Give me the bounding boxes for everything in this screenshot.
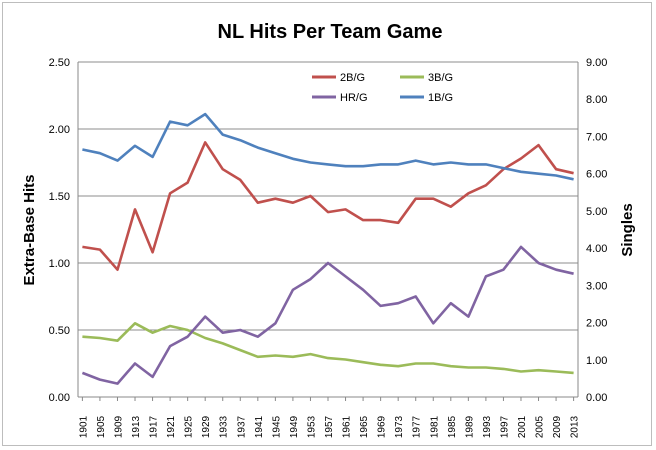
- x-tick-label: 1909: [113, 415, 124, 438]
- y2-axis-title: Singles: [619, 203, 636, 256]
- x-tick-label: 1913: [131, 415, 142, 438]
- x-tick-label: 1957: [324, 415, 335, 438]
- x-tick-label: 2005: [535, 415, 546, 438]
- y2-tick-label: 4.00: [586, 243, 607, 255]
- x-tick-label: 1977: [412, 415, 423, 438]
- x-tick-label: 2009: [552, 415, 563, 438]
- y2-tick-label: 0.00: [586, 392, 607, 404]
- x-tick-label: 1989: [464, 415, 475, 438]
- x-tick-label: 1969: [377, 415, 388, 438]
- y2-tick-label: 3.00: [586, 280, 607, 292]
- y2-tick-label: 5.00: [586, 206, 607, 218]
- x-tick-label: 1993: [482, 415, 493, 438]
- chart-title: NL Hits Per Team Game: [218, 21, 443, 43]
- x-tick-label: 1933: [219, 415, 230, 438]
- x-tick-label: 1945: [271, 415, 282, 438]
- y2-axis-ticks: 0.00 1.00 2.00 3.00 4.00 5.00 6.00 7.00 8.00 9.00: [586, 57, 607, 404]
- series-line-1bg: [82, 112, 574, 181]
- series-lines: [81, 112, 574, 385]
- y-tick-label: 0.50: [49, 325, 70, 337]
- y-tick-label: 0.00: [49, 392, 70, 404]
- series-line-2bg: [82, 141, 574, 272]
- legend-label: 2B/G: [340, 72, 365, 84]
- y-axis-ticks: 0.00 0.50 1.00 1.50 2.00 2.50: [49, 57, 70, 404]
- x-tick-label: 1965: [359, 415, 370, 438]
- legend-label: 1B/G: [428, 92, 453, 104]
- x-tick-label: 1997: [499, 415, 510, 438]
- x-tick-label: 1905: [96, 415, 107, 438]
- y2-tick-label: 6.00: [586, 169, 607, 181]
- x-axis-ticks: 1901 1905 1909 1913 1917 1921 1925 1929 1933 1937…: [78, 397, 581, 438]
- y2-tick-label: 2.00: [586, 318, 607, 330]
- y-tick-label: 1.00: [49, 258, 70, 270]
- x-tick-label: 1925: [184, 415, 195, 438]
- x-tick-label: 1937: [236, 415, 247, 438]
- x-tick-label: 1949: [289, 415, 300, 438]
- x-tick-label: 1921: [166, 415, 177, 438]
- legend-label: HR/G: [340, 92, 368, 104]
- x-tick-label: 1941: [254, 415, 265, 438]
- y-axis-title: Extra-Base Hits: [21, 175, 38, 286]
- x-tick-label: 1985: [447, 415, 458, 438]
- y-tick-label: 2.00: [49, 124, 70, 136]
- x-tick-label: 2001: [517, 415, 528, 438]
- x-tick-label: 1981: [429, 415, 440, 438]
- y2-tick-label: 7.00: [586, 131, 607, 143]
- series-line-hrg: [81, 245, 574, 385]
- x-tick-label: 1917: [149, 415, 160, 438]
- x-tick-label: 2013: [570, 415, 581, 438]
- y-tick-label: 2.50: [49, 57, 70, 69]
- y2-tick-label: 8.00: [586, 94, 607, 106]
- y2-tick-label: 9.00: [586, 57, 607, 69]
- x-tick-label: 1961: [342, 415, 353, 438]
- series-line-3bg: [82, 321, 574, 375]
- grid-lines: [77, 61, 579, 398]
- x-tick-label: 1973: [394, 415, 405, 438]
- x-tick-label: 1929: [201, 415, 212, 438]
- y2-tick-label: 1.00: [586, 355, 607, 367]
- x-tick-label: 1953: [306, 415, 317, 438]
- legend-label: 3B/G: [428, 72, 453, 84]
- y-tick-label: 1.50: [49, 191, 70, 203]
- legend: 2B/G 3B/G HR/G 1B/G: [312, 72, 453, 104]
- x-tick-label: 1901: [78, 415, 89, 438]
